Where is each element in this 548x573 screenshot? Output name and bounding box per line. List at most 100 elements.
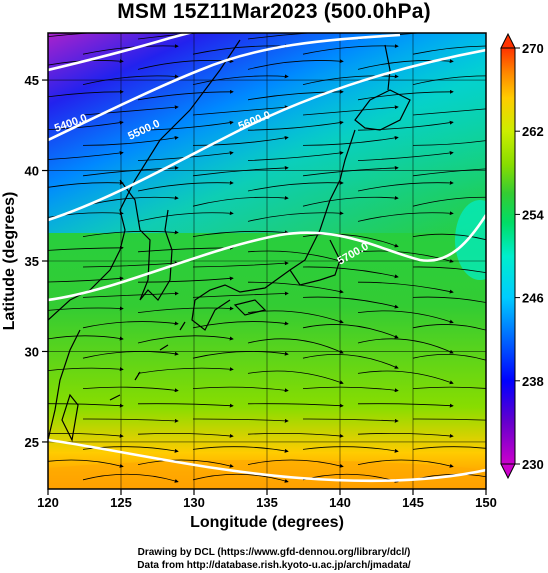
streamline	[137, 120, 234, 131]
streamline	[247, 403, 344, 408]
y-tick-label: 35	[25, 254, 39, 269]
y-tick-label: 40	[25, 164, 39, 179]
streamline	[82, 291, 179, 298]
streamline	[48, 367, 124, 372]
x-tick-label: 145	[402, 495, 424, 510]
streamline	[412, 140, 486, 146]
streamline	[247, 459, 344, 468]
x-tick-label: 135	[256, 495, 278, 510]
colorbar: 270 262 254 246 238 230	[500, 32, 544, 480]
streamline	[48, 245, 124, 251]
streamline	[357, 432, 454, 438]
streamline	[192, 74, 289, 85]
streamline	[192, 230, 289, 237]
streamline	[412, 75, 486, 85]
streamline	[137, 335, 234, 344]
streamline	[247, 89, 344, 101]
streamline	[412, 266, 486, 274]
streamline	[192, 135, 289, 146]
streamline	[48, 151, 124, 160]
streamline	[247, 281, 344, 294]
streamline	[48, 432, 124, 438]
colorbar-label: 254	[522, 207, 544, 222]
streamline	[302, 446, 399, 453]
streamline	[247, 120, 344, 131]
streamline	[357, 338, 454, 354]
streamline	[48, 459, 124, 468]
streamline	[192, 321, 289, 329]
streamline	[357, 459, 454, 468]
streamline	[302, 44, 399, 55]
streamline	[82, 105, 179, 116]
y-tick-label: 30	[25, 344, 39, 359]
streamline	[247, 59, 344, 70]
streamline	[412, 45, 486, 55]
x-axis-title: Longitude (degrees)	[190, 514, 344, 531]
streamline	[82, 418, 179, 423]
x-axis-ticks: 120 125 130 135 140 145 150	[37, 489, 497, 510]
streamline	[302, 105, 399, 116]
streamline	[357, 281, 454, 294]
streamline	[137, 367, 234, 374]
streamline	[247, 370, 344, 385]
streamline	[302, 233, 399, 248]
colorbar-max-arrow	[500, 32, 516, 49]
temperature-field	[48, 33, 486, 489]
colorbar-label: 270	[522, 41, 544, 56]
streamline	[137, 306, 234, 313]
streamline	[357, 250, 454, 263]
streamline	[137, 211, 234, 222]
streamline	[412, 233, 486, 241]
streamline	[48, 180, 124, 188]
streamline	[357, 59, 454, 70]
chart-title: MSM 15Z11Mar2023 (500.0hPa)	[117, 0, 431, 23]
colorbar-label: 238	[522, 374, 544, 389]
streamline	[48, 33, 124, 38]
streamline	[192, 195, 289, 207]
streamline	[412, 386, 486, 389]
streamline	[357, 180, 454, 192]
streamline	[137, 459, 234, 468]
x-tick-label: 130	[183, 495, 205, 510]
streamline	[302, 74, 399, 85]
x-tick-label: 150	[475, 495, 497, 510]
streamline	[412, 418, 486, 421]
streamline	[247, 250, 344, 263]
streamline	[192, 44, 289, 55]
streamline	[247, 33, 344, 40]
x-tick-label: 125	[110, 495, 132, 510]
streamline	[302, 354, 399, 369]
streamline	[48, 403, 124, 408]
streamline	[302, 195, 399, 207]
streamline	[192, 446, 289, 453]
streamline	[357, 370, 454, 385]
colorbar-label: 230	[522, 457, 544, 472]
streamline	[48, 276, 124, 283]
streamline	[48, 59, 124, 66]
streamline	[192, 418, 289, 423]
streamline	[192, 105, 289, 116]
streamline	[357, 120, 454, 131]
colorbar-label: 262	[522, 124, 544, 139]
streamline	[82, 261, 179, 268]
streamline	[137, 89, 234, 101]
streamline	[247, 432, 344, 438]
streamline	[302, 324, 399, 339]
streamline	[357, 211, 454, 222]
streamline	[412, 446, 486, 450]
streamline	[247, 211, 344, 222]
y-axis-ticks: 25 30 35 40 45	[25, 73, 48, 450]
streamline	[357, 403, 454, 408]
y-tick-label: 25	[25, 435, 39, 450]
streamline	[82, 386, 179, 393]
streamline	[48, 306, 124, 311]
x-tick-label: 120	[37, 495, 59, 510]
streamline	[137, 180, 234, 192]
streamline	[412, 324, 486, 331]
x-tick-label: 140	[329, 495, 351, 510]
streamline	[82, 321, 179, 329]
streamline	[48, 211, 124, 218]
streamline	[302, 386, 399, 393]
streamline	[412, 196, 486, 207]
streamline	[302, 418, 399, 423]
